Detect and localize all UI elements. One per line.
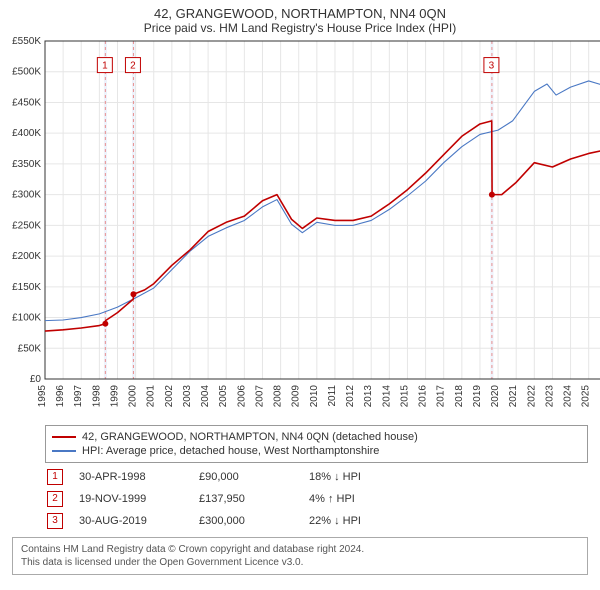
legend-label: 42, GRANGEWOOD, NORTHAMPTON, NN4 0QN (de…: [82, 430, 418, 444]
svg-text:2006: 2006: [236, 385, 247, 408]
svg-text:2010: 2010: [309, 385, 320, 408]
table-row: 3 30-AUG-2019 £300,000 22% ↓ HPI: [47, 511, 369, 531]
event-badge: 3: [47, 513, 63, 529]
svg-text:£300K: £300K: [12, 190, 41, 201]
chart-area: £0 £50K £100K £150K £200K £250K £300K £350K £400…: [0, 37, 600, 421]
svg-text:£200K: £200K: [12, 251, 41, 262]
svg-text:2013: 2013: [363, 385, 374, 408]
svg-text:2001: 2001: [146, 385, 157, 408]
svg-text:2017: 2017: [436, 385, 447, 408]
svg-text:£450K: £450K: [12, 97, 41, 108]
svg-text:2002: 2002: [164, 385, 175, 408]
footer-line: Contains HM Land Registry data © Crown c…: [21, 543, 579, 556]
event-delta: 18% ↓ HPI: [309, 467, 369, 487]
svg-text:2007: 2007: [254, 385, 265, 408]
event-price: £90,000: [199, 467, 307, 487]
event-badge: 1: [47, 469, 63, 485]
events-table: 1 30-APR-1998 £90,000 18% ↓ HPI 2 19-NOV…: [45, 465, 371, 533]
svg-text:2024: 2024: [563, 385, 574, 408]
event-date: 19-NOV-1999: [79, 489, 197, 509]
svg-text:2020: 2020: [490, 385, 501, 408]
event-price: £300,000: [199, 511, 307, 531]
event-date: 30-AUG-2019: [79, 511, 197, 531]
svg-text:£100K: £100K: [12, 313, 41, 324]
attribution-footer: Contains HM Land Registry data © Crown c…: [12, 537, 588, 575]
svg-text:2016: 2016: [418, 385, 429, 408]
svg-text:2003: 2003: [182, 385, 193, 408]
svg-text:1996: 1996: [55, 385, 66, 408]
svg-text:2012: 2012: [345, 385, 356, 408]
legend-item: 42, GRANGEWOOD, NORTHAMPTON, NN4 0QN (de…: [52, 430, 581, 444]
svg-text:2: 2: [130, 61, 136, 72]
svg-text:£250K: £250K: [12, 220, 41, 231]
svg-text:£500K: £500K: [12, 67, 41, 78]
event-badge: 2: [47, 491, 63, 507]
svg-text:2009: 2009: [291, 385, 302, 408]
svg-text:2008: 2008: [273, 385, 284, 408]
footer-line: This data is licensed under the Open Gov…: [21, 556, 579, 569]
svg-text:£550K: £550K: [12, 37, 41, 47]
event-delta: 22% ↓ HPI: [309, 511, 369, 531]
svg-text:2011: 2011: [327, 385, 338, 407]
svg-text:2019: 2019: [472, 385, 483, 408]
svg-text:2025: 2025: [581, 385, 592, 408]
legend-swatch: [52, 436, 76, 438]
svg-text:1998: 1998: [91, 385, 102, 408]
svg-text:2022: 2022: [526, 385, 537, 408]
svg-text:1997: 1997: [73, 385, 84, 408]
svg-text:1999: 1999: [109, 385, 120, 408]
event-date: 30-APR-1998: [79, 467, 197, 487]
chart-title: 42, GRANGEWOOD, NORTHAMPTON, NN4 0QN: [0, 0, 600, 21]
svg-text:2023: 2023: [544, 385, 555, 408]
svg-text:£350K: £350K: [12, 159, 41, 170]
chart-subtitle: Price paid vs. HM Land Registry's House …: [0, 21, 600, 37]
legend-item: HPI: Average price, detached house, West…: [52, 444, 581, 458]
event-delta: 4% ↑ HPI: [309, 489, 369, 509]
legend-swatch: [52, 450, 76, 452]
svg-text:2015: 2015: [399, 385, 410, 408]
legend-label: HPI: Average price, detached house, West…: [82, 444, 379, 458]
event-price: £137,950: [199, 489, 307, 509]
svg-text:£400K: £400K: [12, 128, 41, 139]
line-chart-svg: £0 £50K £100K £150K £200K £250K £300K £350K £400…: [0, 37, 600, 421]
svg-text:£150K: £150K: [12, 282, 41, 293]
svg-text:2005: 2005: [218, 385, 229, 408]
table-row: 2 19-NOV-1999 £137,950 4% ↑ HPI: [47, 489, 369, 509]
svg-text:3: 3: [489, 61, 495, 72]
svg-text:2000: 2000: [128, 385, 139, 408]
svg-text:2021: 2021: [508, 385, 519, 408]
svg-text:2018: 2018: [454, 385, 465, 408]
svg-text:£50K: £50K: [18, 343, 42, 354]
svg-text:2004: 2004: [200, 385, 211, 408]
svg-text:1995: 1995: [37, 385, 48, 408]
svg-text:£0: £0: [30, 374, 42, 385]
svg-text:2014: 2014: [381, 385, 392, 408]
svg-text:1: 1: [102, 61, 108, 72]
legend: 42, GRANGEWOOD, NORTHAMPTON, NN4 0QN (de…: [45, 425, 588, 463]
table-row: 1 30-APR-1998 £90,000 18% ↓ HPI: [47, 467, 369, 487]
